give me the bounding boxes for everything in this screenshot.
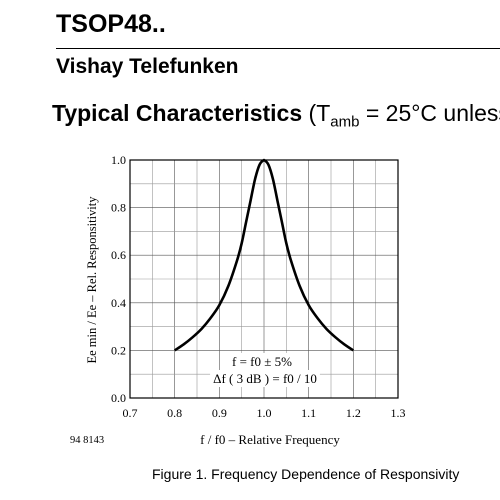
- annotation-tolerance: f = f0 ± 5%: [232, 354, 292, 369]
- y-tick-label: 0.0: [111, 391, 126, 405]
- annotation-background: [229, 353, 296, 370]
- y-tick-label: 0.8: [111, 201, 126, 215]
- x-tick-label: 1.1: [301, 406, 316, 420]
- x-tick-label: 1.3: [391, 406, 406, 420]
- x-tick-label: 0.7: [123, 406, 138, 420]
- figure-id: 94 8143: [70, 435, 104, 446]
- figure-caption: Figure 1. Frequency Dependence of Respon…: [152, 466, 460, 482]
- y-tick-label: 1.0: [111, 153, 126, 167]
- y-tick-label: 0.6: [111, 248, 126, 262]
- x-tick-label: 0.9: [212, 406, 227, 420]
- x-axis-label: f / f0 – Relative Frequency: [200, 432, 340, 447]
- x-tick-label: 1.0: [257, 406, 272, 420]
- x-tick-label: 1.2: [346, 406, 361, 420]
- section-title: Typical Characteristics: [52, 100, 303, 126]
- chart-axes: 0.7 0.8 0.9 1.0 1.1 1.2 1.3 0.0 0.2 0.4 0.6 0.8 1.0: [111, 153, 406, 420]
- y-tick-label: 0.2: [111, 343, 126, 357]
- manufacturer-name: Vishay Telefunken: [56, 55, 239, 78]
- annotation-bandwidth: Δf ( 3 dB ) = f0 / 10: [213, 371, 317, 386]
- plot-frame: [129, 159, 399, 399]
- section-heading: Typical Characteristics (Tamb = 25°C unl…: [52, 100, 500, 131]
- condition-subscript: amb: [330, 113, 360, 131]
- title-rule: [56, 48, 500, 49]
- annotation-background: [210, 370, 320, 387]
- y-axis-label: Ee min / Ee – Rel. Responsitivity: [85, 196, 99, 364]
- x-tick-label: 0.8: [167, 406, 182, 420]
- condition-suffix: = 25°C unless otherwise specified): [365, 100, 500, 126]
- y-tick-label: 0.4: [111, 296, 126, 310]
- condition-prefix: (T: [308, 100, 331, 126]
- datasheet-title: TSOP48..: [56, 10, 166, 38]
